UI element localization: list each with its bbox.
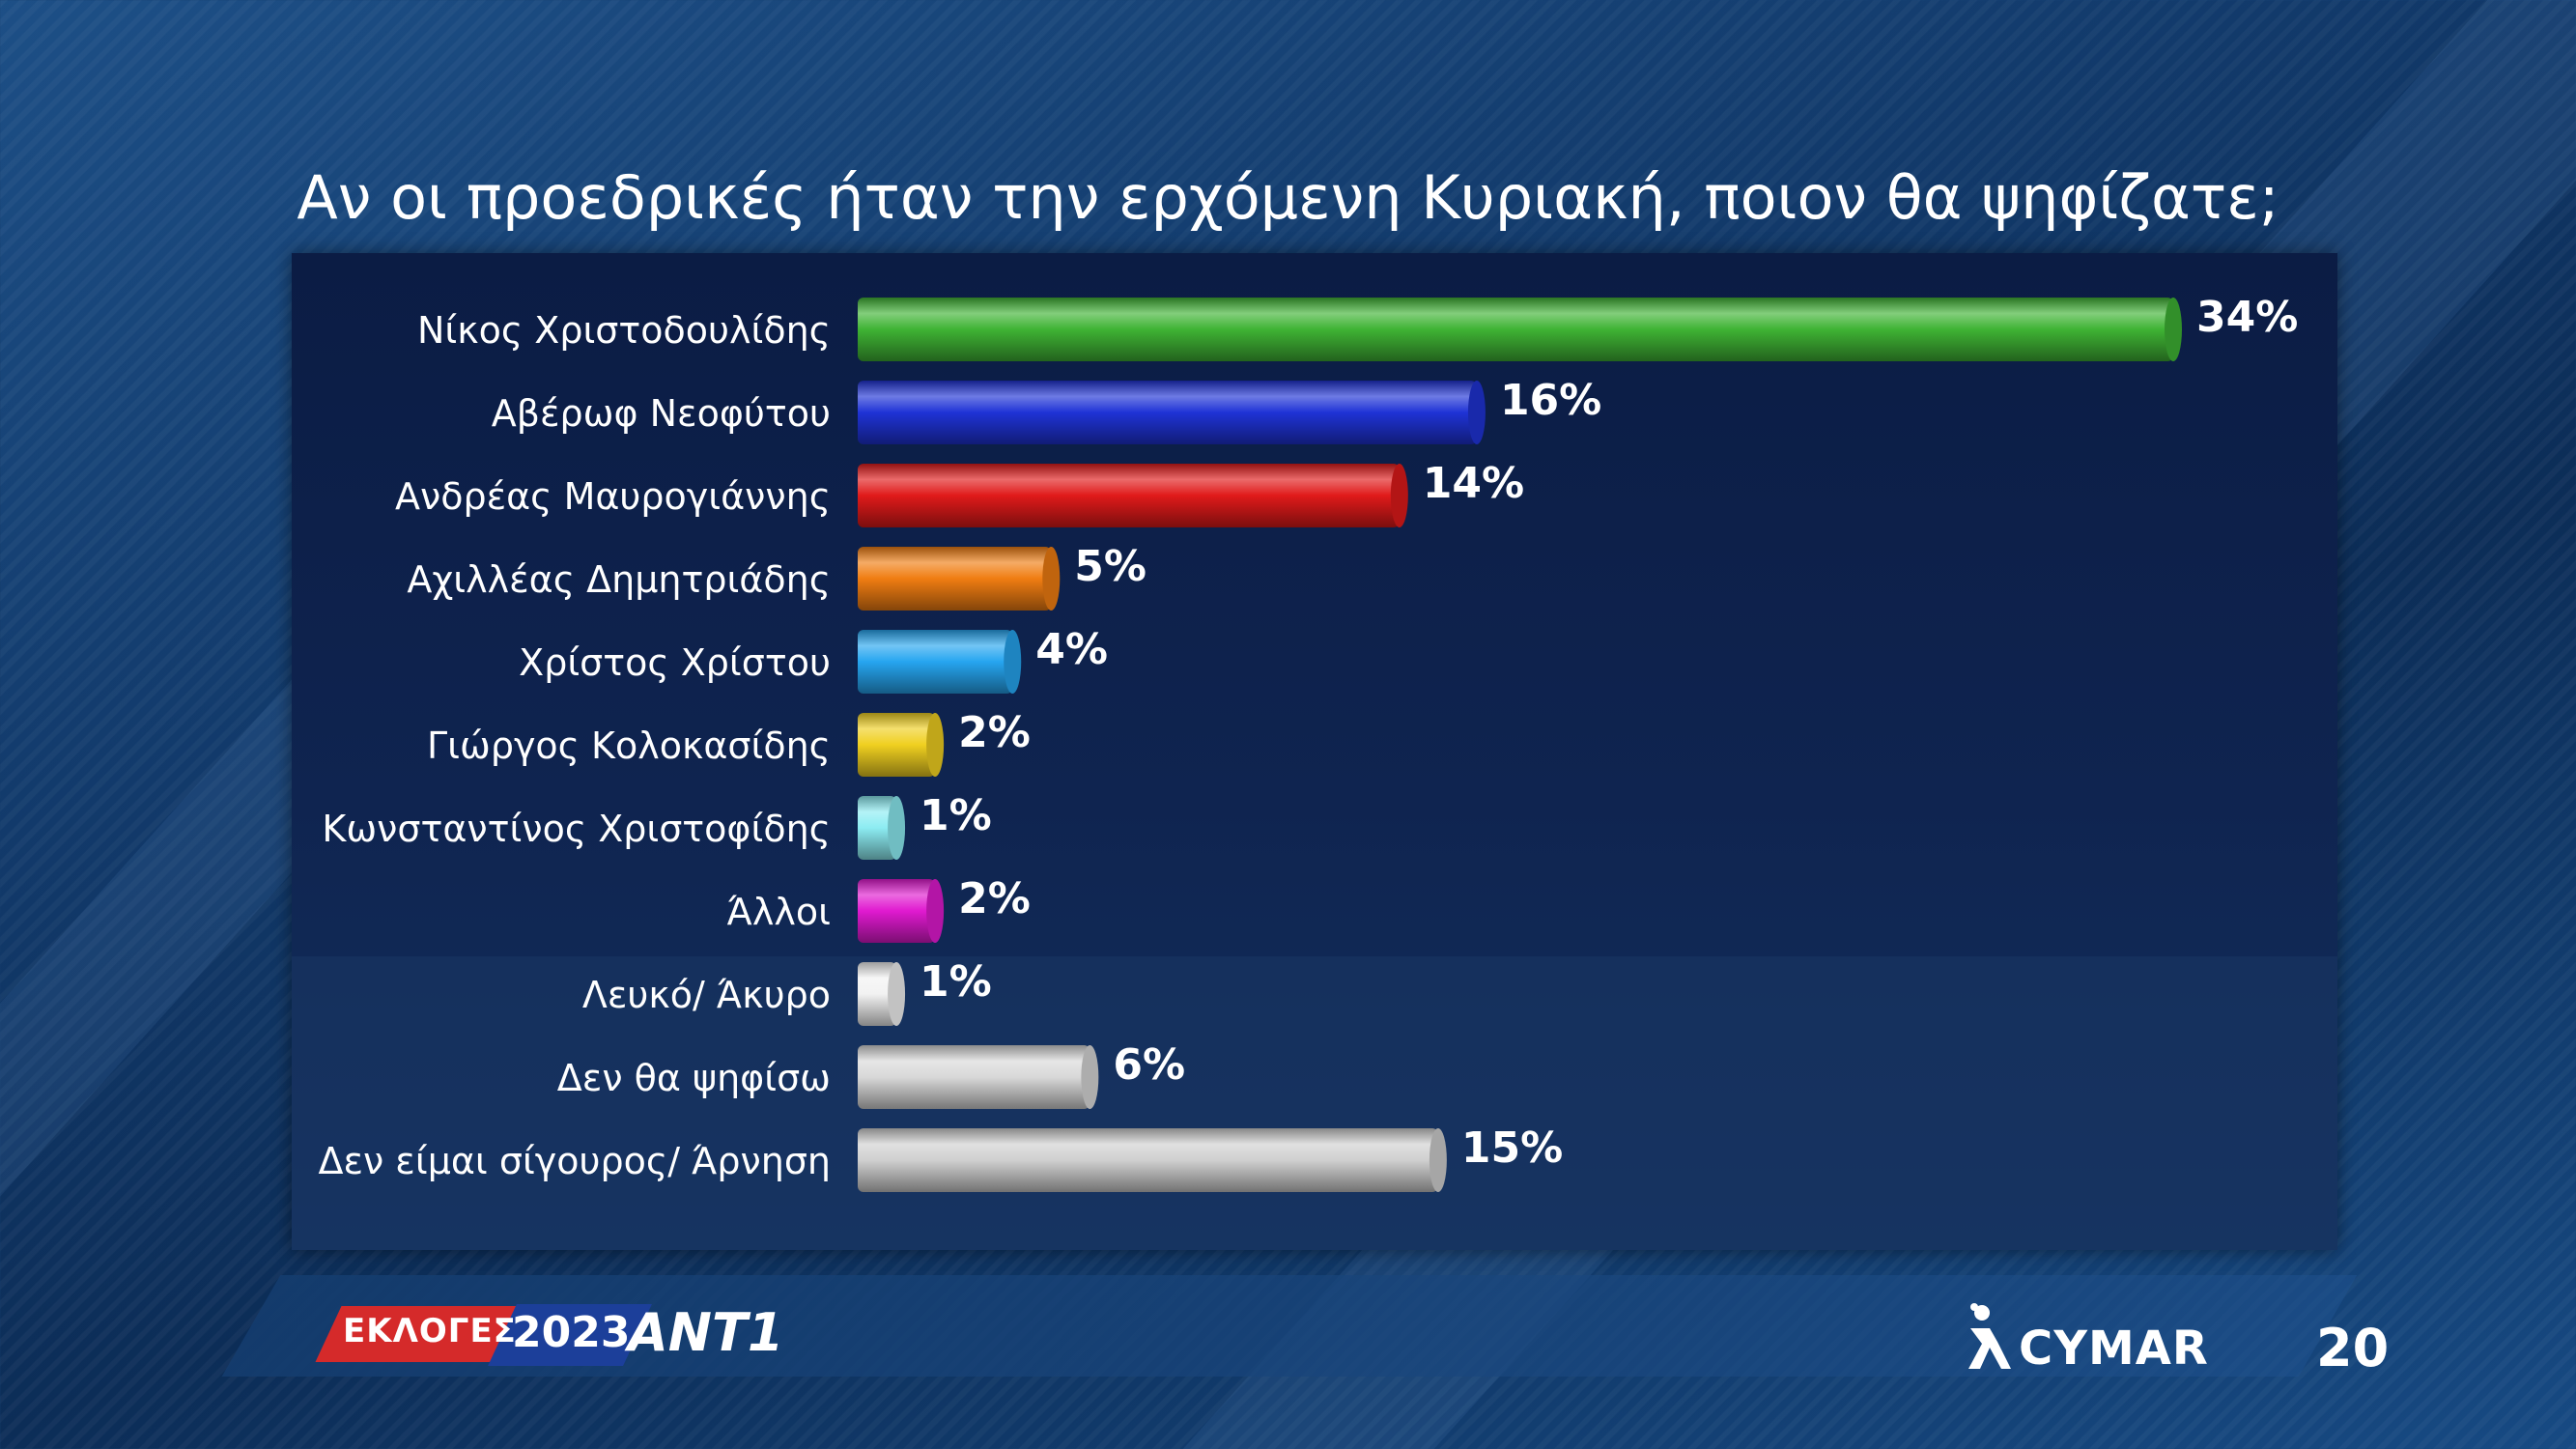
bar-end-cap [1042,547,1061,611]
bar [858,879,936,943]
bar [858,298,2173,361]
bar [858,381,1477,444]
value-label: 4% [1035,625,1108,674]
bar-end-cap [888,962,906,1026]
category-label: Λευκό/ Άκυρο [582,974,831,1016]
cymar-logo-icon [1968,1303,2011,1369]
bar-end-cap [888,796,906,860]
category-label: Χρίστος Χρίστου [519,641,831,684]
value-label: 2% [958,708,1031,757]
bar [858,1045,1090,1109]
value-label: 14% [1423,459,1524,508]
category-label: Ανδρέας Μαυρογιάννης [395,475,831,518]
value-label: 15% [1461,1123,1563,1173]
bar [858,547,1052,611]
bar-end-cap [1467,381,1486,444]
category-label: Άλλοι [727,891,831,933]
category-label: Νίκος Χριστοδουλίδης [417,309,831,352]
elections-label: ΕΚΛΟΓΕΣ [343,1312,517,1350]
bar-end-cap [1390,464,1408,527]
category-label: Αχιλλέας Δημητριάδης [407,558,831,601]
category-label: Δεν θα ψηφίσω [557,1057,831,1099]
bar [858,962,897,1026]
bar-end-cap [1081,1045,1099,1109]
category-label: Γιώργος Κολοκασίδης [427,724,831,767]
bar-end-cap [1004,630,1022,694]
page-number: 20 [2316,1318,2390,1378]
value-label: 1% [920,791,992,840]
bar [858,1128,1438,1192]
value-label: 16% [1500,376,1601,425]
value-label: 34% [2196,293,2298,342]
category-label: Δεν είμαι σίγουρος/ Άρνηση [318,1140,831,1182]
category-label: Κωνσταντίνος Χριστοφίδης [322,808,831,850]
bar [858,630,1013,694]
value-label: 6% [1113,1040,1185,1090]
chart-title: Αν οι προεδρικές ήταν την ερχόμενη Κυρια… [297,162,2279,233]
chart-panel-lower-band [292,956,2337,1250]
year-label: 2023 [512,1308,631,1357]
category-label: Αβέρωφ Νεοφύτου [492,392,831,435]
pollster-name: CYMAR [2019,1321,2209,1376]
bar-end-cap [926,713,945,777]
bar [858,796,897,860]
value-label: 1% [920,957,992,1007]
channel-logo: ANT1 [628,1302,784,1363]
bar-end-cap [926,879,945,943]
value-label: 5% [1074,542,1146,591]
bar [858,464,1400,527]
bar-end-cap [1429,1128,1447,1192]
bar-end-cap [2165,298,2182,361]
value-label: 2% [958,874,1031,923]
bar [858,713,936,777]
